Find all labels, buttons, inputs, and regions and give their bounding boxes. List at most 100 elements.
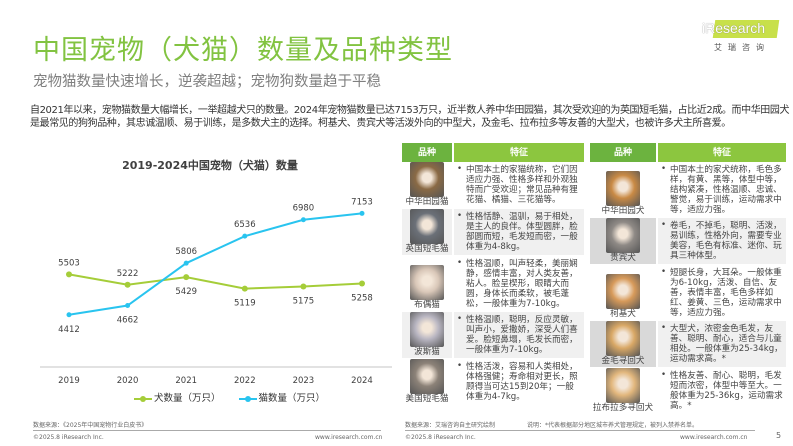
data-label: 5806 — [175, 247, 197, 257]
x-tick-label: 2023 — [293, 376, 315, 386]
table-row: 英国短毛猫 性格恬静、温驯，易于相处，是主人的良伴。体型圆胖，脸部圆而短，毛发短… — [402, 209, 584, 256]
data-point — [183, 274, 190, 281]
x-tick-label: 2021 — [175, 376, 197, 386]
chart-legend: 犬数量（万只） 猫数量（万只） — [134, 393, 325, 404]
data-point — [125, 303, 131, 309]
x-tick-label: 2019 — [58, 376, 80, 386]
feature-cell: 中国本土的家猫统称，它们因适应力强、性格多样和外观独特而广受欢迎；常见品种有狸花… — [454, 162, 584, 208]
breed-name: 贵宾犬 — [610, 253, 636, 263]
intro-paragraph: 自2021年以来，宠物猫数量大幅增长，一举超越犬只的数量。2024年宠物猫数量已… — [30, 105, 790, 129]
legend-item-dog: 犬数量（万只） — [134, 393, 221, 404]
breed-name: 拉布拉多寻回犬 — [592, 403, 654, 413]
breed-cell: 中华田园犬 — [590, 162, 658, 217]
series-line-dog — [68, 273, 363, 290]
header-breed: 品种 — [590, 143, 658, 162]
series-line-cat — [68, 212, 363, 316]
feature-cell: 短腿长身，大耳朵。一般体重为6-10kg，活泼、自信、友善，表情丰富，毛色多样如… — [658, 265, 786, 320]
divider — [405, 430, 755, 431]
breed-cell: 美国短毛猫 — [402, 359, 454, 405]
data-point — [66, 271, 72, 278]
breed-photo — [606, 274, 640, 309]
data-label: 6536 — [234, 220, 256, 230]
feature-cell: 中国本土的家犬统称，毛色多样，有黄、黑等，体型中等，结构紧凑，性格温顺、忠诚、警… — [658, 162, 786, 217]
table-row: 布偶猫 性格温顺，叫声轻柔，美丽娴静，感情丰富，对人类友善，粘人。脸呈楔形，眼睛… — [402, 256, 584, 312]
breed-photo — [410, 312, 444, 347]
data-label: 7153 — [351, 197, 373, 207]
breed-photo — [606, 171, 640, 206]
breed-name: 中华田园犬 — [601, 206, 645, 216]
data-label: 5175 — [293, 297, 315, 307]
feature-cell: 大型犬，浓密金色毛发，友善、聪明、耐心，适合与儿童相处。一般体重为25-34kg… — [658, 321, 786, 367]
feature-cell: 性格活泼，容易和人类相处，体格强健；寿命相对更长，照顾得当可达15到20年；一般… — [454, 359, 584, 405]
table-row: 贵宾犬 卷毛，不掉毛，聪明、活泼，易训练，性格外向，需要专业美容，毛色有标准、迷… — [590, 218, 786, 265]
feature-cell: 性格温顺，叫声轻柔，美丽娴静，感情丰富，对人类友善，粘人。脸呈楔形，眼睛大而圆，… — [454, 256, 584, 311]
breed-cell: 柯基犬 — [590, 265, 658, 320]
feature-cell: 性格温顺，聪明，反应灵敏，叫声小，爱撒娇，深受人们喜爱。脸短鼻塌，毛发长而密，一… — [454, 312, 584, 358]
table-row: 美国短毛猫 性格活泼，容易和人类相处，体格强健；寿命相对更长，照顾得当可达15到… — [402, 359, 584, 406]
header-feature: 特征 — [658, 143, 786, 162]
page-title: 中国宠物（犬猫）数量及品种类型 — [33, 35, 453, 66]
feature-cell: 卷毛，不掉毛，聪明、活泼，易训练，性格外向，需要专业美容，毛色有标准、迷你、玩具… — [658, 218, 786, 264]
breed-name: 柯基犬 — [610, 309, 636, 319]
breed-photo — [606, 218, 640, 253]
data-label: 6980 — [293, 204, 315, 214]
copyright-left: ©2025.8 iResearch Inc. — [33, 434, 104, 441]
page-number: 5 — [776, 431, 782, 440]
iresearch-logo: iResearch 艾瑞咨询 — [700, 18, 780, 54]
data-point — [359, 280, 365, 287]
breed-photo — [606, 321, 640, 356]
legend-marker-cat — [238, 395, 257, 402]
line-chart: 2019-2024中国宠物（犬猫）数量 2019 2020 2021 2022 2023… — [40, 158, 392, 386]
data-point — [242, 233, 248, 239]
data-point — [66, 312, 72, 318]
table-row: 柯基犬 短腿长身，大耳朵。一般体重为6-10kg，活泼、自信、友善，表情丰富，毛… — [590, 265, 786, 321]
x-tick-label: 2024 — [351, 376, 373, 386]
data-point — [183, 260, 189, 266]
data-point — [359, 210, 365, 216]
data-point — [241, 285, 248, 292]
breed-name: 金毛寻回犬 — [601, 356, 645, 366]
breed-name: 英国短毛猫 — [405, 244, 449, 254]
table-row: 金毛寻回犬 大型犬，浓密金色毛发，友善、聪明、耐心，适合与儿童相处。一般体重为2… — [590, 321, 786, 368]
data-label: 4662 — [117, 316, 139, 326]
logo-text: iResearch — [702, 20, 766, 36]
breed-name: 波斯猫 — [414, 347, 440, 357]
breed-cell: 金毛寻回犬 — [590, 321, 658, 367]
data-point — [124, 281, 131, 288]
legend-marker-dog — [134, 395, 152, 402]
data-label: 5119 — [234, 299, 256, 309]
source-left: 数据来源：《2025年中国宠物行业白皮书》 — [33, 422, 148, 429]
legend-label-dog: 犬数量（万只） — [154, 393, 221, 404]
data-label: 5503 — [58, 258, 80, 268]
divider — [33, 430, 381, 431]
data-point — [300, 217, 306, 223]
breed-cell: 贵宾犬 — [590, 218, 658, 264]
note: 说明：*代表根据部分地区城市养犬管理规定，被列入禁养名单。 — [527, 422, 699, 429]
source-right: 数据来源：艾瑞咨询自主研究绘制 — [405, 422, 496, 429]
data-label: 4412 — [58, 325, 80, 335]
breed-cell: 英国短毛猫 — [402, 209, 454, 255]
breed-name: 布偶猫 — [414, 300, 440, 310]
x-tick-label: 2022 — [234, 376, 256, 386]
header-feature: 特征 — [454, 143, 584, 162]
data-label: 5258 — [351, 293, 373, 303]
table-row: 中华田园犬 中国本土的家犬统称，毛色多样，有黄、黑等，体型中等，结构紧凑，性格温… — [590, 162, 786, 218]
website-left: www.iresearch.com.cn — [315, 434, 383, 441]
breed-photo — [410, 359, 444, 394]
data-label: 5222 — [117, 269, 139, 279]
table-row: 中华田园猫 中国本土的家猫统称，它们因适应力强、性格多样和外观独特而广受欢迎；常… — [402, 162, 584, 209]
breed-name: 美国短毛猫 — [405, 394, 449, 404]
header-breed: 品种 — [402, 143, 454, 162]
breed-name: 中华田园猫 — [405, 197, 449, 207]
table-row: 拉布拉多寻回犬 性格友善、耐心、聪明，毛发短而浓密，体型中等至大。一般体重为25… — [590, 368, 786, 415]
breed-photo — [410, 209, 444, 244]
website-right: www.iresearch.com.cn — [680, 434, 748, 441]
data-point — [300, 283, 307, 290]
page-subtitle: 宠物猫数量快速增长，逆袭超越；宠物狗数量趋于平稳 — [33, 74, 381, 90]
breed-cell: 布偶猫 — [402, 256, 454, 311]
logo-subtext: 艾瑞咨询 — [714, 43, 770, 52]
legend-label-cat: 猫数量（万只） — [258, 393, 326, 404]
feature-cell: 性格恬静、温驯，易于相处，是主人的良伴。体型圆胖，脸部圆而短，毛发短而密，一般体… — [454, 209, 584, 255]
breed-photo — [410, 162, 444, 197]
